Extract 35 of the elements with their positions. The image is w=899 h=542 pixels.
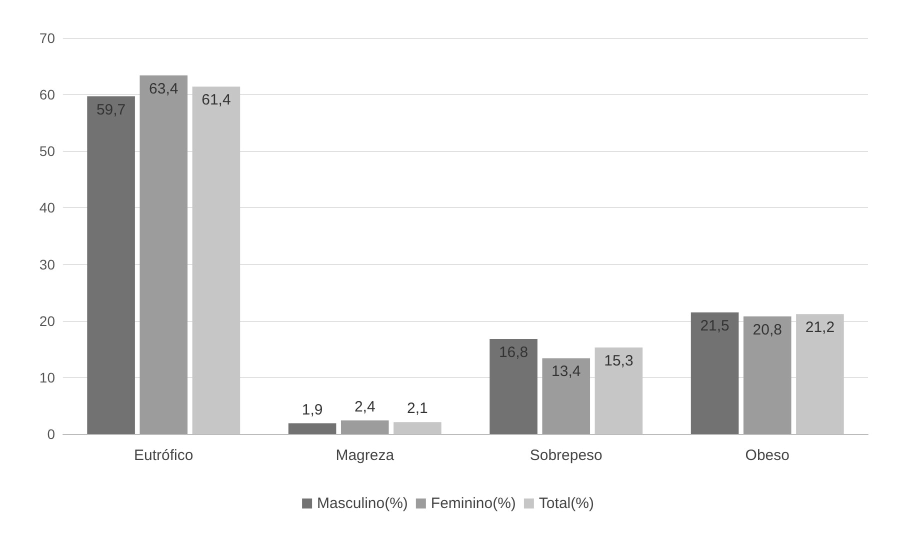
- data-label: 20,8: [752, 321, 782, 338]
- x-tick-label: Eutrófico: [134, 447, 194, 464]
- y-tick-label: 30: [39, 256, 56, 272]
- data-label: 1,9: [302, 401, 323, 418]
- y-tick-label: 60: [39, 86, 56, 103]
- y-tick-label: 0: [47, 426, 56, 442]
- data-label: 15,3: [604, 352, 634, 370]
- y-tick-label: 40: [39, 200, 56, 216]
- data-label: 21,5: [700, 317, 730, 334]
- data-label: 63,4: [149, 80, 178, 98]
- bar: [690, 312, 739, 434]
- x-tick-label: Obeso: [745, 447, 790, 464]
- data-label: 16,8: [498, 344, 528, 361]
- data-label: 2,4: [354, 398, 376, 416]
- x-tick-label: Sobrepeso: [530, 447, 602, 464]
- bar: [340, 420, 389, 434]
- data-label: 13,4: [552, 363, 581, 380]
- y-tick-label: 10: [39, 369, 56, 386]
- y-tick-label: 50: [39, 143, 56, 160]
- data-label: 61,4: [202, 92, 231, 109]
- legend-label: Total(%): [538, 495, 594, 512]
- data-label: 2,1: [407, 400, 428, 418]
- bar: [542, 358, 590, 434]
- bar: [288, 423, 336, 434]
- x-tick-label: Magreza: [336, 447, 395, 464]
- legend-label: Feminino(%): [430, 495, 516, 512]
- bar: [87, 96, 135, 434]
- data-label: 59,7: [96, 101, 126, 118]
- bar: [743, 316, 792, 434]
- y-tick-label: 70: [39, 30, 56, 46]
- data-label: 21,2: [805, 319, 835, 336]
- bar: [490, 338, 538, 434]
- legend-label: Masculino(%): [317, 495, 408, 512]
- bar: [140, 75, 188, 434]
- y-tick-label: 20: [39, 312, 56, 329]
